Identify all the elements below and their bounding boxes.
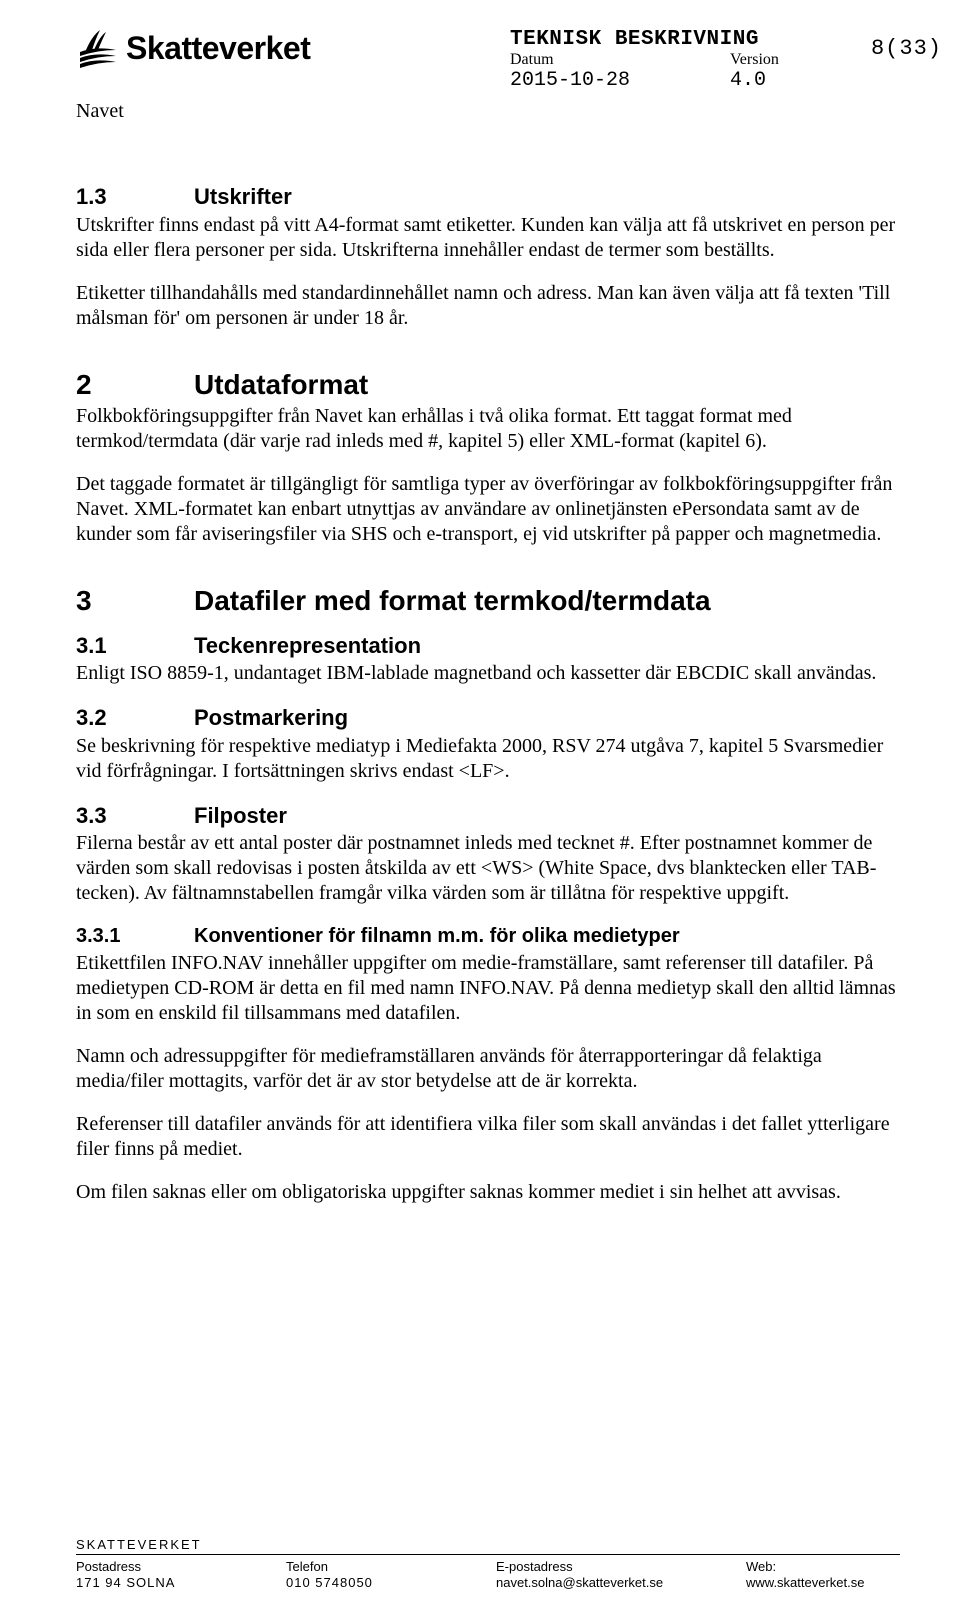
paragraph: Enligt ISO 8859-1, undantaget IBM-lablad… (76, 661, 900, 686)
heading-text: Datafiler med format termkod/termdata (194, 583, 711, 618)
heading-num: 3.1 (76, 632, 194, 660)
heading-num: 1.3 (76, 183, 194, 211)
heading-text: Postmarkering (194, 704, 348, 732)
paragraph: Folkbokföringsuppgifter från Navet kan e… (76, 404, 900, 454)
footer-value: www.skatteverket.se (746, 1575, 865, 1590)
paragraph: Utskrifter finns endast på vitt A4-forma… (76, 213, 900, 263)
footer-label: Postadress (76, 1559, 286, 1574)
heading-text: Konventioner för filnamn m.m. för olika … (194, 924, 680, 949)
heading-3-2: 3.2 Postmarkering (76, 704, 900, 732)
logo-icon (76, 28, 120, 68)
paragraph: Etiketter tillhandahålls med standardinn… (76, 281, 900, 331)
footer-col-email: E-postadress navet.solna@skatteverket.se (496, 1559, 746, 1590)
paragraph: Om filen saknas eller om obligatoriska u… (76, 1180, 900, 1205)
paragraph: Etikettfilen INFO.NAV innehåller uppgift… (76, 951, 900, 1026)
footer-label: Telefon (286, 1559, 496, 1574)
heading-num: 3.2 (76, 704, 194, 732)
date-label: Datum (510, 51, 730, 69)
heading-3-3-1: 3.3.1 Konventioner för filnamn m.m. för … (76, 924, 900, 949)
heading-text: Filposter (194, 802, 287, 830)
footer-label: Web: (746, 1559, 865, 1574)
heading-1-3: 1.3 Utskrifter (76, 183, 900, 211)
doc-version: 4.0 (730, 69, 766, 92)
heading-text: Utdataformat (194, 367, 368, 402)
heading-3-3: 3.3 Filposter (76, 802, 900, 830)
heading-text: Utskrifter (194, 183, 292, 211)
paragraph: Filerna består av ett antal poster där p… (76, 831, 900, 906)
heading-2: 2 Utdataformat (76, 367, 900, 402)
version-label: Version (730, 51, 779, 69)
page-number: 8(33) (871, 36, 942, 61)
heading-num: 3.3.1 (76, 924, 194, 949)
paragraph: Namn och adressuppgifter för medieframst… (76, 1044, 900, 1094)
heading-num: 3 (76, 583, 194, 618)
footer-label: E-postadress (496, 1559, 746, 1574)
paragraph: Referenser till datafiler används för at… (76, 1112, 900, 1162)
paragraph: Det taggade formatet är tillgängligt för… (76, 472, 900, 547)
footer-value: 010 5748050 (286, 1575, 496, 1590)
brand: Skatteverket (76, 28, 310, 68)
footer-value: navet.solna@skatteverket.se (496, 1575, 746, 1590)
nav-label: Navet (76, 100, 900, 123)
content: 1.3 Utskrifter Utskrifter finns endast p… (76, 183, 900, 1205)
footer-org: SKATTEVERKET (76, 1537, 900, 1552)
doc-title: TEKNISK BESKRIVNING (510, 28, 900, 51)
footer-col-address: Postadress 171 94 SOLNA (76, 1559, 286, 1590)
footer-value: 171 94 SOLNA (76, 1575, 286, 1590)
heading-3-1: 3.1 Teckenrepresentation (76, 632, 900, 660)
brand-name: Skatteverket (126, 30, 310, 67)
footer-col-web: Web: www.skatteverket.se (746, 1559, 865, 1590)
heading-text: Teckenrepresentation (194, 632, 421, 660)
footer-col-phone: Telefon 010 5748050 (286, 1559, 496, 1590)
footer: SKATTEVERKET Postadress 171 94 SOLNA Tel… (76, 1537, 900, 1590)
heading-num: 2 (76, 367, 194, 402)
doc-meta: TEKNISK BESKRIVNING Datum Version 2015-1… (510, 28, 900, 92)
footer-divider (76, 1554, 900, 1555)
heading-num: 3.3 (76, 802, 194, 830)
heading-3: 3 Datafiler med format termkod/termdata (76, 583, 900, 618)
paragraph: Se beskrivning för respektive mediatyp i… (76, 734, 900, 784)
doc-date: 2015-10-28 (510, 69, 730, 92)
